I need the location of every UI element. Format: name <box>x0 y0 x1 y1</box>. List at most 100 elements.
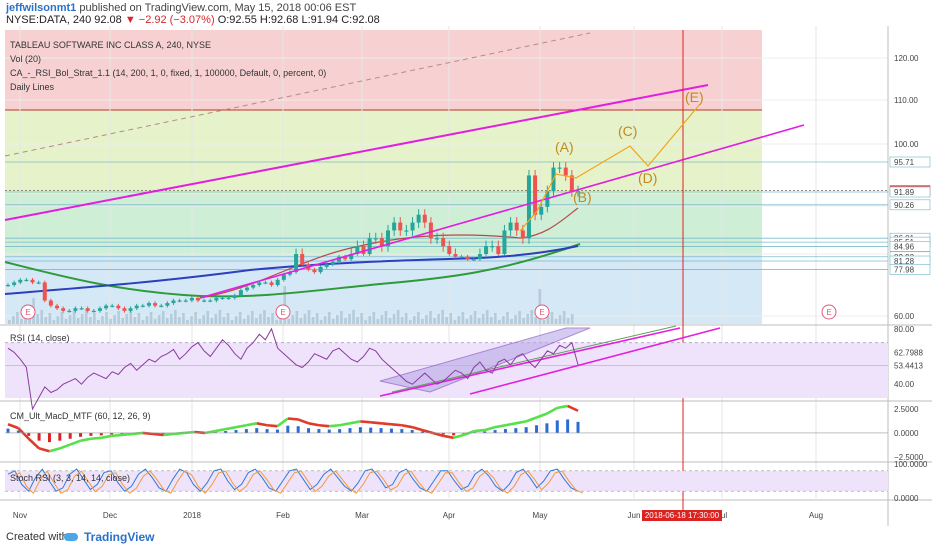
volume-bar-136 <box>558 315 562 324</box>
candle-body-15 <box>97 308 102 311</box>
macd-seg-29 <box>308 422 320 427</box>
macd-hist-1 <box>16 430 20 433</box>
candle-body-87 <box>539 206 544 215</box>
chart-canvas[interactable]: (A)(B)(C)(D)(E) 120.00110.00100.0084.006… <box>0 26 932 526</box>
volume-bar-132 <box>542 320 546 324</box>
macd-seg-42 <box>443 434 454 440</box>
wave-label-4: (E) <box>685 89 704 105</box>
volume-bar-69 <box>287 319 291 324</box>
macd-panel <box>5 404 888 453</box>
macd-hist-30 <box>317 429 321 433</box>
macd-hist-6 <box>68 432 72 439</box>
candle-body-18 <box>116 305 121 309</box>
legend-daily: Daily Lines <box>10 82 55 92</box>
macd-hist-24 <box>255 428 259 433</box>
price-label-bg-2 <box>889 186 931 198</box>
macd-seg-53 <box>557 404 568 410</box>
volume-bar-50 <box>210 318 214 324</box>
footer: Created with TradingView <box>0 526 932 550</box>
volume-bar-73 <box>303 314 307 324</box>
macd-seg-38 <box>401 423 413 429</box>
rsi-tick-3: 40.00 <box>894 380 915 389</box>
candle-body-32 <box>202 300 207 302</box>
macd-hist-55 <box>576 421 580 433</box>
volume-bar-9 <box>44 317 48 324</box>
candle-body-62 <box>386 230 390 247</box>
macd-seg-36 <box>380 422 392 426</box>
time-axis[interactable]: Nov Dec 2018 Feb Mar Apr May Jun Jul Aug <box>13 511 823 520</box>
macd-hist-48 <box>503 429 507 433</box>
candle-body-11 <box>73 308 78 311</box>
volume-bar-87 <box>360 313 363 324</box>
macd-hist-10 <box>110 432 114 435</box>
macd-hist-4 <box>47 432 51 443</box>
volume-bar-31 <box>133 317 137 324</box>
macd-hist-40 <box>421 431 425 433</box>
author-link[interactable]: jeffwilsonmt1 <box>6 2 77 14</box>
trend-drawings <box>4 30 805 510</box>
candle-body-77 <box>477 254 482 260</box>
tradingview-brand[interactable]: TradingView <box>84 530 155 544</box>
candle-body-16 <box>104 305 109 309</box>
candle-body-20 <box>128 308 133 311</box>
candle-body-58 <box>361 246 366 254</box>
volume-bar-108 <box>445 317 448 324</box>
macd-seg-49 <box>515 420 527 425</box>
volume-bar-2 <box>16 312 19 324</box>
volume-bar-29 <box>125 314 129 324</box>
price-label-6: 84.96 <box>894 242 915 251</box>
volume-bar-121 <box>498 320 501 324</box>
price-axis[interactable]: 120.00110.00100.0084.0060.0095.7192.0891… <box>889 54 931 503</box>
volume-bar-28 <box>121 318 124 324</box>
volume-bar-30 <box>129 310 133 324</box>
macd-hist-29 <box>307 428 311 433</box>
chart-header: jeffwilsonmt1 published on TradingView.c… <box>0 0 932 26</box>
volume-bar-113 <box>465 319 469 324</box>
symbol-label[interactable]: NYSE:DATA, 240 <box>6 14 92 26</box>
candle-body-45 <box>281 274 286 280</box>
macd-hist-31 <box>327 429 331 433</box>
volume-bar-98 <box>404 313 408 324</box>
volume-bar-79 <box>327 312 331 324</box>
volume-bar-25 <box>109 319 112 324</box>
time-tick-0: Nov <box>13 511 27 520</box>
volume-bar-12 <box>56 316 60 324</box>
macd-seg-43 <box>453 433 465 440</box>
volume-bar-123 <box>506 312 509 324</box>
macd-tick-1: 0.0000 <box>894 429 919 438</box>
candle-body-25 <box>159 305 164 307</box>
legend-title: TABLEAU SOFTWARE INC CLASS A, 240, NYSE <box>10 40 211 50</box>
candle-body-83 <box>514 222 519 231</box>
volume-bar-89 <box>368 316 372 324</box>
volume-bar-95 <box>392 314 396 324</box>
candle-body-6 <box>42 282 47 301</box>
candle-body-63 <box>392 222 397 231</box>
volume-bar-61 <box>255 318 258 324</box>
candle-body-7 <box>48 300 53 306</box>
event-marker-label-0: E <box>25 308 30 317</box>
candle-body-2 <box>18 279 23 283</box>
candle-body-46 <box>287 272 292 275</box>
volume-bar-10 <box>48 313 52 324</box>
volume-bar-94 <box>388 318 392 324</box>
event-marker-circle-2 <box>534 304 550 320</box>
volume-bar-55 <box>230 320 234 324</box>
volume-bar-57 <box>238 312 242 324</box>
macd-hist-44 <box>462 432 466 434</box>
candle-body-40 <box>251 285 256 288</box>
candle-body-38 <box>238 290 243 296</box>
candle-body-55 <box>343 256 348 260</box>
volume-bar-135 <box>554 319 558 324</box>
volume-bar-102 <box>421 319 424 324</box>
volume-bar-62 <box>259 314 262 324</box>
macd-hist-20 <box>213 432 217 433</box>
macd-seg-5 <box>59 443 71 450</box>
candle-body-34 <box>214 297 219 301</box>
candle-body-78 <box>484 246 489 254</box>
volume-bar-93 <box>384 311 388 324</box>
volume-bar-60 <box>251 311 254 324</box>
macd-seg-45 <box>474 428 485 433</box>
macd-hist-7 <box>79 432 83 437</box>
candle-body-29 <box>183 300 188 302</box>
event-marker-label-2: E <box>539 308 544 317</box>
